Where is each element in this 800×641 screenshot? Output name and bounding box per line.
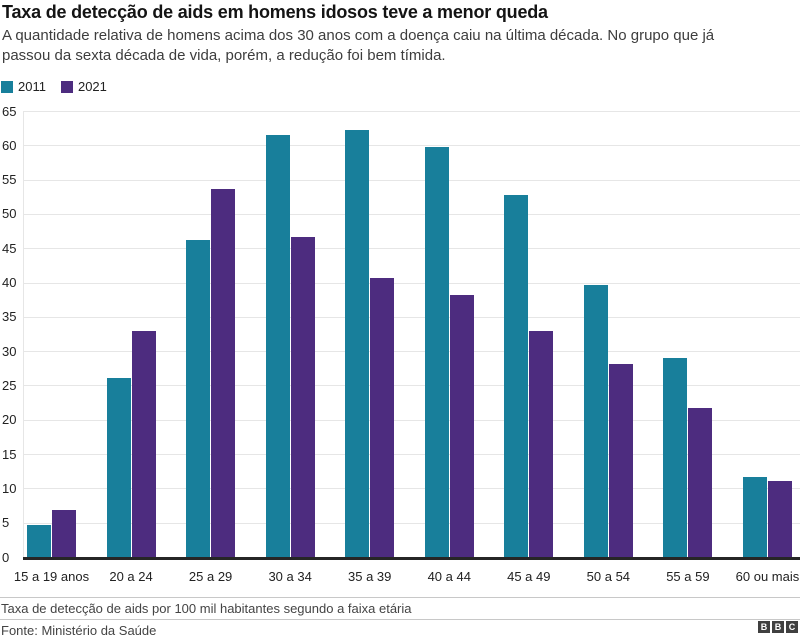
source-divider — [0, 619, 800, 620]
plot-area — [23, 111, 800, 560]
y-tick-label-5: 5 — [2, 515, 10, 531]
gridline-15 — [23, 454, 800, 456]
y-tick-label-30: 30 — [2, 343, 17, 359]
bar-2011-25-a-29 — [186, 240, 211, 557]
bar-2021-60-ou-mais — [767, 480, 792, 557]
y-tick-label-65: 65 — [2, 103, 17, 119]
bar-2021-15-a-19-anos — [52, 509, 76, 557]
gridline-50 — [23, 213, 800, 215]
x-tick-label-15-a-19-anos: 15 a 19 anos — [13, 569, 90, 584]
gridline-30 — [23, 351, 800, 353]
x-tick-label-50-a-54: 50 a 54 — [586, 569, 631, 584]
y-tick-label-15: 15 — [2, 446, 17, 462]
y-tick-label-50: 50 — [2, 206, 17, 222]
legend: 2011 2021 — [1, 79, 107, 94]
bar-2021-55-a-59 — [688, 408, 713, 557]
bar-2011-35-a-39 — [345, 129, 370, 557]
y-tick-label-25: 25 — [2, 377, 17, 393]
bbc-logo-letter-1: B — [758, 621, 770, 633]
legend-label-2021: 2021 — [77, 79, 107, 94]
legend-label-2011: 2011 — [18, 79, 46, 94]
y-tick-label-0: 0 — [2, 549, 10, 565]
x-tick-label-20-a-24: 20 a 24 — [109, 569, 153, 584]
gridline-55 — [23, 179, 800, 181]
gridline-60 — [23, 145, 800, 147]
gridline-20 — [23, 419, 800, 421]
x-tick-label-35-a-39: 35 a 39 — [348, 569, 392, 584]
bar-2011-45-a-49 — [504, 195, 529, 557]
page-title: Taxa de detecção de aids em homens idoso… — [2, 2, 548, 22]
y-axis-line — [23, 111, 24, 557]
x-tick-label-25-a-29: 25 a 29 — [188, 569, 233, 584]
bbc-logo-letter-3: C — [786, 621, 798, 633]
gridline-35 — [23, 316, 800, 318]
y-tick-label-20: 20 — [2, 412, 17, 428]
bar-2021-35-a-39 — [370, 277, 395, 557]
x-tick-label-60-ou-mais: 60 ou mais — [735, 569, 800, 584]
bar-2021-45-a-49 — [529, 330, 554, 557]
x-axis-line — [23, 557, 800, 560]
y-tick-label-55: 55 — [2, 172, 17, 188]
gridline-5 — [23, 522, 800, 524]
y-tick-label-40: 40 — [2, 275, 17, 291]
legend-item-2021: 2021 — [60, 79, 107, 94]
gridline-45 — [23, 248, 800, 250]
gridline-65 — [23, 111, 800, 112]
y-tick-label-35: 35 — [2, 309, 17, 325]
bar-2011-55-a-59 — [663, 358, 688, 557]
bar-2011-40-a-44 — [424, 147, 449, 557]
x-tick-label-30-a-34: 30 a 34 — [268, 569, 312, 584]
gridline-40 — [23, 282, 800, 284]
x-tick-label-45-a-49: 45 a 49 — [507, 569, 551, 584]
x-tick-label-55-a-59: 55 a 59 — [666, 569, 710, 584]
legend-swatch-2021 — [60, 80, 73, 93]
bar-2021-50-a-54 — [608, 364, 633, 557]
bbc-logo-letter-2: B — [772, 621, 784, 633]
source-credit: Fonte: Ministério da Saúde — [1, 623, 157, 638]
bar-2011-50-a-54 — [583, 285, 608, 557]
legend-swatch-2011 — [1, 80, 13, 93]
bar-2011-30-a-34 — [265, 135, 290, 557]
bar-2021-40-a-44 — [449, 294, 474, 557]
bar-2011-60-ou-mais — [742, 477, 767, 557]
bar-2011-20-a-24 — [106, 377, 131, 557]
bar-2011-15-a-19-anos — [27, 525, 51, 557]
chart-footnote: Taxa de detecção de aids por 100 mil hab… — [1, 601, 412, 616]
y-tick-label-60: 60 — [2, 137, 17, 153]
legend-item-2011: 2011 — [1, 79, 46, 94]
bar-2021-25-a-29 — [211, 189, 236, 557]
y-tick-label-10: 10 — [2, 480, 17, 496]
footnote-divider — [0, 597, 800, 598]
bar-2021-20-a-24 — [131, 330, 156, 557]
gridline-25 — [23, 385, 800, 387]
chart-subtitle: A quantidade relativa de homens acima do… — [2, 27, 715, 64]
bar-2021-30-a-34 — [290, 237, 315, 557]
y-tick-label-45: 45 — [2, 240, 17, 256]
x-tick-label-40-a-44: 40 a 44 — [427, 569, 471, 584]
gridline-10 — [23, 488, 800, 490]
